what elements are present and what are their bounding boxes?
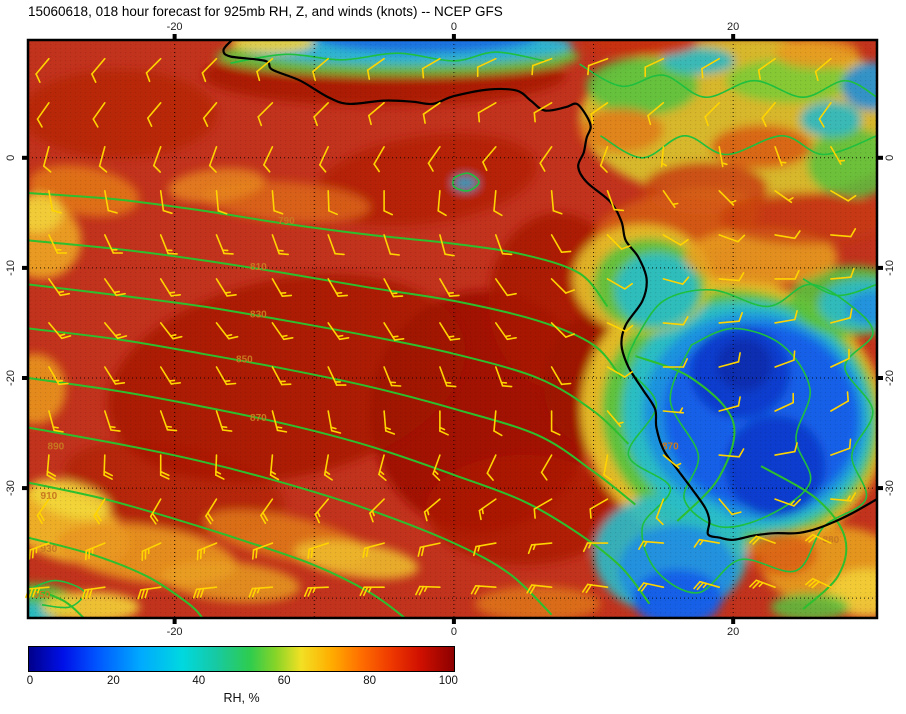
axis-tick-label: -10: [884, 260, 896, 276]
axis-tick-label: 0: [451, 21, 457, 33]
y-axis-tick: [877, 265, 883, 270]
rh-contours-layer: [29, 51, 877, 609]
height-contour-label: 830: [250, 309, 267, 320]
x-axis-tick: [172, 34, 177, 40]
y-axis-tick: [22, 486, 28, 491]
height-contour-label: 870: [662, 442, 679, 453]
colorbar-ticks: 0 20 40 60 80 100: [26, 675, 458, 689]
height-contour-label: 950: [34, 590, 51, 601]
axis-tick-label: 0: [884, 155, 896, 161]
height-contour-label: 810: [250, 262, 267, 273]
height-contour-label: 910: [41, 491, 58, 502]
axis-tick-label: 20: [727, 626, 739, 638]
axis-tick-label: -10: [5, 260, 17, 276]
axis-tick-label: -20: [5, 370, 17, 386]
axis-tick-label: 0: [5, 155, 17, 161]
colorbar-tick-label: 100: [438, 675, 458, 687]
colorbar-tick-label: 20: [106, 675, 120, 687]
rh-field-layer: [28, 40, 877, 618]
y-axis-tick: [877, 486, 883, 491]
colorbar-gradient: [28, 646, 455, 672]
axis-tick-label: 0: [451, 626, 457, 638]
colorbar-tick-label: 40: [192, 675, 206, 687]
colorbar-tick-label: 0: [26, 675, 34, 687]
y-axis-tick: [877, 375, 883, 380]
axis-tick-label: 20: [727, 21, 739, 33]
axis-tick-label: -30: [884, 480, 896, 496]
x-axis-tick: [172, 618, 177, 624]
coastline: [222, 40, 877, 541]
colorbar-caption: RH, %: [223, 691, 260, 705]
chart-title: 15060618, 018 hour forecast for 925mb RH…: [28, 4, 503, 19]
height-contour-label: 890: [48, 442, 65, 453]
height-contour-label: 850: [236, 355, 253, 366]
x-axis-tick: [451, 618, 456, 624]
axis-tick-label: -20: [884, 370, 896, 386]
x-axis-tick: [731, 34, 736, 40]
axis-tick-label: -20: [167, 21, 183, 33]
height-contour-label: 880: [823, 535, 840, 546]
wind-barbs-layer: [25, 57, 857, 600]
y-axis-tick: [22, 375, 28, 380]
y-axis-tick: [877, 155, 883, 160]
height-contour-label: 790: [278, 216, 295, 227]
y-axis-tick: [22, 265, 28, 270]
x-axis-tick: [451, 34, 456, 40]
axis-tick-label: -30: [5, 480, 17, 496]
colorbar-tick-label: 80: [363, 675, 376, 687]
height-contour-label: 870: [250, 413, 267, 424]
height-contour-label: 930: [41, 544, 58, 555]
map-plot: 790 810 830 850 870 870 880 890 910 930 950 -20 -20 0…: [5, 21, 896, 638]
axis-tick-label: -20: [167, 626, 183, 638]
colorbar-tick-label: 60: [277, 675, 291, 687]
graticule: [28, 40, 877, 618]
x-axis-tick: [731, 618, 736, 624]
y-axis-tick: [22, 155, 28, 160]
